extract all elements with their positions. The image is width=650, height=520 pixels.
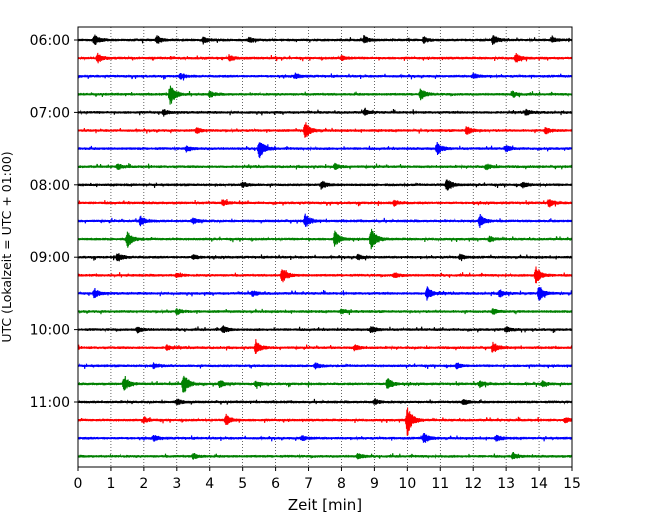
- x-tick-label: 2: [139, 476, 148, 492]
- seismic-trace: [77, 286, 573, 301]
- x-tick-label: 14: [530, 476, 548, 492]
- y-axis-ticks: 06:00 07:00 08:00 09:00 10:00 11:00: [30, 33, 78, 411]
- grid-lines: [110, 27, 540, 467]
- y-tick-label: 08:00: [30, 178, 70, 194]
- seismic-trace: [77, 228, 573, 250]
- x-tick-label: 7: [304, 476, 313, 492]
- seismic-trace: [77, 107, 573, 117]
- trace-group: [77, 34, 573, 460]
- y-tick-label: 10:00: [30, 323, 70, 339]
- y-axis-label: UTC (Lokalzeit = UTC + 01:00): [0, 151, 14, 342]
- x-tick-label: 11: [431, 476, 449, 492]
- x-axis-ticks: 0 1 2 3 4 5 6 7 8 9 10 11 12 13 14 15: [74, 467, 581, 492]
- seismic-trace: [77, 308, 573, 316]
- seismic-trace: [77, 266, 573, 284]
- x-tick-label: 9: [370, 476, 379, 492]
- seismic-trace: [77, 141, 573, 159]
- seismic-trace: [77, 375, 573, 393]
- y-tick-label: 06:00: [30, 33, 70, 49]
- seismic-trace: [77, 432, 573, 443]
- y-tick-label: 11:00: [30, 395, 70, 411]
- x-tick-label: 6: [271, 476, 280, 492]
- seismic-trace: [77, 179, 573, 191]
- seismic-trace: [77, 85, 573, 105]
- seismic-trace: [77, 253, 573, 262]
- plot-frame: [77, 26, 573, 468]
- y-tick-label: 09:00: [30, 250, 70, 266]
- x-tick-label: 8: [337, 476, 346, 492]
- x-tick-label: 10: [398, 476, 416, 492]
- seismic-trace: [77, 407, 573, 436]
- seismic-trace: [77, 34, 573, 45]
- x-tick-label: 0: [74, 476, 83, 492]
- x-tick-label: 1: [106, 476, 115, 492]
- seismic-trace: [77, 339, 573, 354]
- x-axis-label: Zeit [min]: [288, 496, 362, 514]
- y-tick-label: 07:00: [30, 105, 70, 121]
- x-tick-label: 12: [464, 476, 482, 492]
- seismic-trace: [77, 213, 573, 229]
- seismic-trace: [77, 198, 573, 208]
- seismic-trace: [77, 52, 573, 64]
- x-tick-label: 13: [497, 476, 515, 492]
- seismic-trace: [77, 122, 573, 138]
- seismic-trace: [77, 362, 573, 370]
- seismic-trace: [77, 398, 573, 406]
- seismic-trace: [77, 452, 573, 460]
- seismic-trace: [77, 72, 573, 81]
- seismic-trace: [77, 325, 573, 334]
- x-tick-label: 5: [238, 476, 247, 492]
- x-tick-label: 3: [172, 476, 181, 492]
- x-tick-label: 4: [205, 476, 214, 492]
- seismic-trace: [77, 162, 573, 171]
- x-tick-label: 15: [563, 476, 581, 492]
